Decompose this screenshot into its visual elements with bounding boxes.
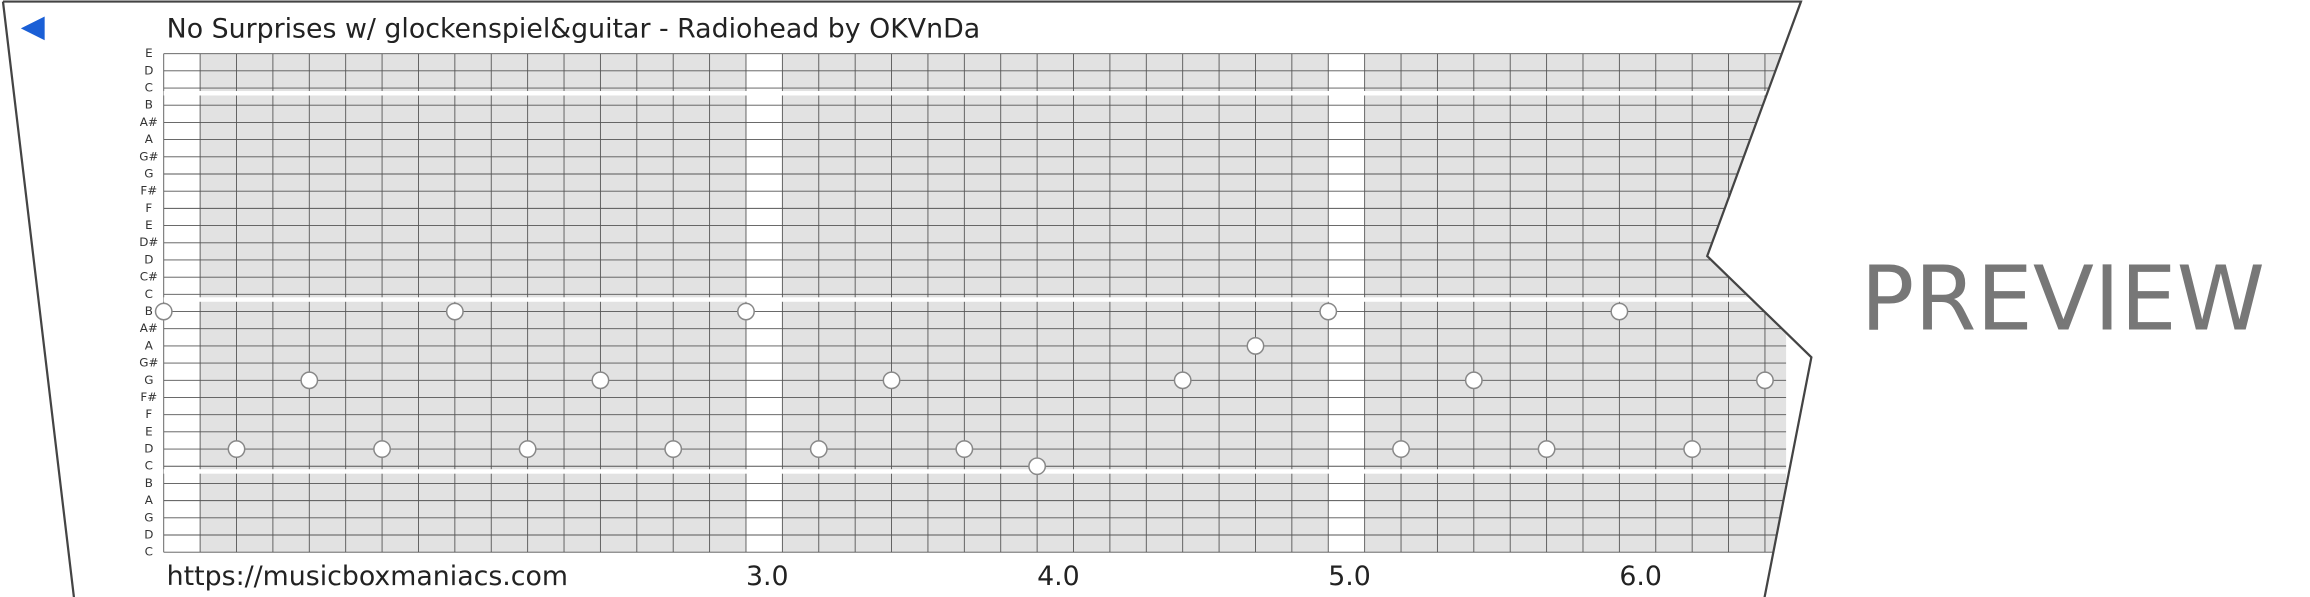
row-label: E	[145, 424, 153, 438]
white-column	[163, 53, 201, 553]
note	[1610, 302, 1629, 321]
note	[1537, 440, 1556, 458]
note	[737, 302, 755, 321]
row-label: B	[145, 476, 153, 490]
row-label: G	[144, 510, 153, 524]
row-label: A	[145, 493, 154, 507]
row-label: F	[145, 407, 152, 421]
strip-outline	[1, 0, 1813, 597]
row-label: D	[144, 528, 153, 542]
note	[373, 440, 392, 458]
row-label: A	[145, 338, 154, 352]
note	[1464, 371, 1483, 390]
watermark: PREVIEW	[1861, 248, 2265, 352]
note	[1319, 302, 1338, 321]
time-label: 4.0	[1037, 561, 1080, 592]
row-label: A	[145, 132, 154, 146]
note	[1392, 440, 1410, 458]
note	[227, 440, 246, 458]
time-label: 3.0	[746, 561, 789, 592]
note	[1683, 440, 1702, 458]
note	[1756, 371, 1774, 390]
row-label: A#	[140, 115, 158, 129]
note	[445, 302, 464, 321]
row-label: G	[144, 373, 153, 387]
note	[591, 371, 610, 390]
time-label: 5.0	[1328, 561, 1371, 592]
row-label: C#	[140, 270, 158, 284]
row-label: G#	[139, 149, 158, 163]
back-button[interactable]	[20, 16, 45, 41]
grid-background	[163, 53, 1787, 553]
white-column	[745, 53, 783, 553]
row-label: D	[144, 442, 153, 456]
row-label: C	[145, 81, 153, 95]
note	[1028, 457, 1047, 476]
row-label: B	[145, 98, 153, 112]
note	[300, 371, 319, 390]
row-label: E	[145, 218, 153, 232]
row-label: A#	[140, 321, 158, 335]
row-label: B	[145, 304, 153, 318]
row-label: F#	[140, 390, 157, 404]
title: No Surprises w/ glockenspiel&guitar - Ra…	[167, 13, 980, 44]
note	[664, 440, 683, 458]
row-label: D	[144, 63, 153, 77]
octave-separator	[163, 91, 1787, 96]
row-label: G#	[139, 356, 158, 370]
note	[154, 302, 173, 321]
note	[809, 440, 828, 458]
row-label: F	[145, 201, 152, 215]
note	[1173, 371, 1192, 390]
octave-separator	[163, 469, 1787, 474]
row-label: F#	[140, 184, 157, 198]
row-label: C	[145, 459, 153, 473]
note-grid	[163, 53, 1787, 553]
time-label: 6.0	[1619, 561, 1662, 592]
note	[955, 440, 974, 458]
row-label: D#	[139, 235, 158, 249]
white-column	[1328, 53, 1365, 553]
note	[882, 371, 901, 390]
note	[1246, 336, 1265, 355]
note	[518, 440, 537, 458]
row-label: G	[144, 166, 153, 180]
octave-separator	[163, 297, 1787, 302]
url: https://musicboxmaniacs.com	[167, 561, 568, 592]
row-label: C	[145, 545, 153, 559]
row-label: C	[145, 287, 153, 301]
row-label: D	[144, 252, 153, 266]
row-label: E	[145, 46, 153, 60]
